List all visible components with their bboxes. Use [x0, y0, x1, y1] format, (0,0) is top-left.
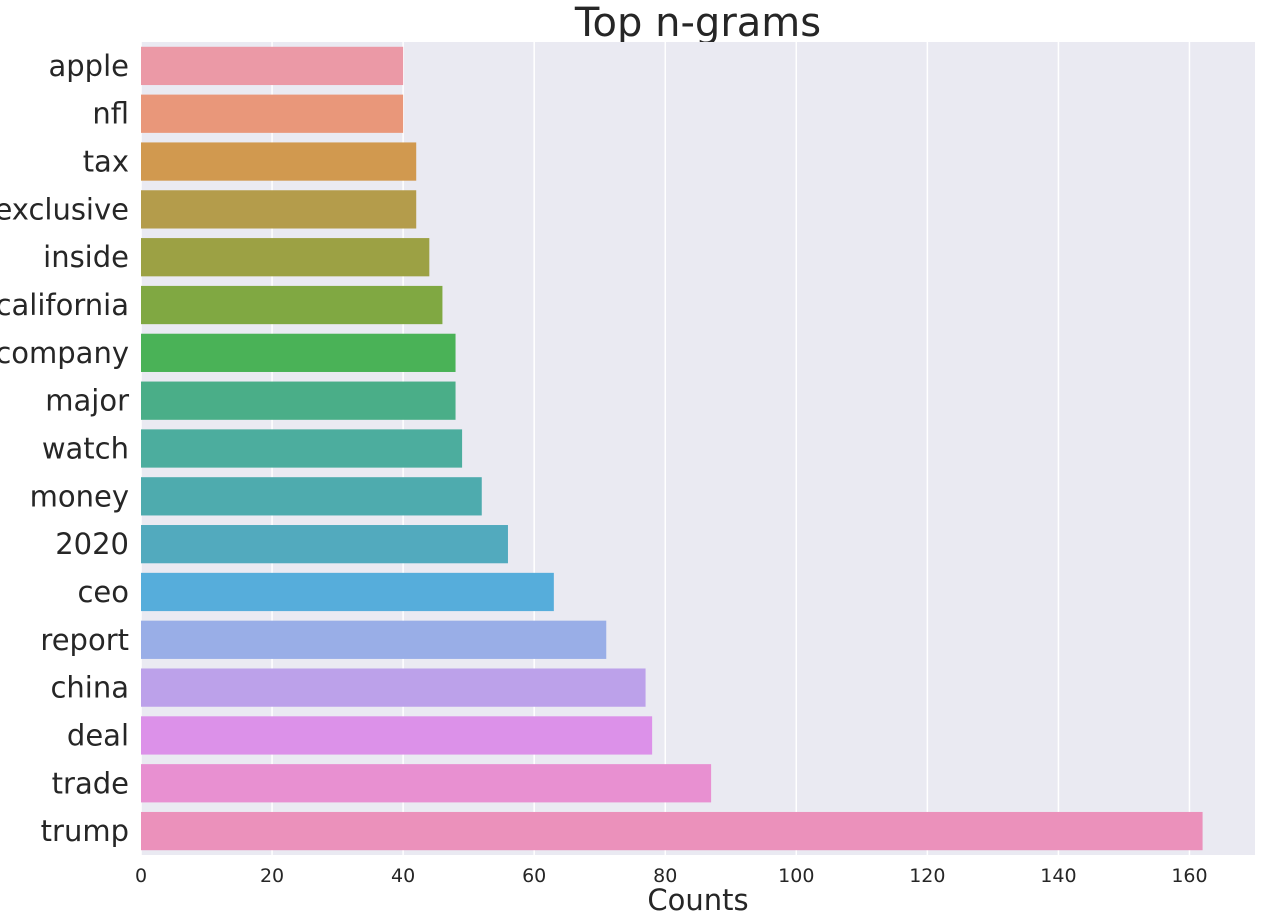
- bar-watch: [141, 429, 463, 468]
- bar-ceo: [141, 572, 554, 612]
- category-label-nfl: nfl: [92, 97, 129, 131]
- x-tick-label: 80: [653, 865, 677, 887]
- x-tick-label: 120: [909, 865, 945, 887]
- bar-report: [141, 620, 607, 659]
- x-tick-label: 20: [260, 865, 284, 887]
- category-label-apple: apple: [49, 49, 130, 83]
- bar-exclusive: [141, 190, 417, 229]
- bars: [141, 46, 1203, 851]
- category-label-deal: deal: [67, 718, 129, 752]
- category-label-trade: trade: [52, 766, 129, 800]
- category-label-ceo: ceo: [77, 575, 129, 609]
- bar-nfl: [141, 94, 404, 133]
- category-label-report: report: [40, 623, 129, 657]
- category-label-inside: inside: [43, 240, 129, 274]
- x-tick-label: 0: [135, 865, 147, 887]
- category-label-exclusive: exclusive: [0, 192, 129, 226]
- category-label-china: china: [50, 671, 129, 705]
- x-tick-label: 60: [522, 865, 546, 887]
- category-label-money: money: [30, 479, 129, 513]
- bar-trump: [141, 811, 1203, 851]
- bar-tax: [141, 142, 417, 181]
- bar-2020: [141, 525, 508, 564]
- bar-money: [141, 477, 482, 516]
- category-labels: apple nfl tax exclusive inside california comp…: [0, 49, 129, 848]
- x-tick-label: 100: [778, 865, 814, 887]
- category-label-major: major: [45, 384, 129, 418]
- category-label-watch: watch: [42, 432, 129, 466]
- category-label-tax: tax: [83, 145, 129, 179]
- bar-deal: [141, 716, 653, 755]
- bar-company: [141, 333, 456, 372]
- chart-title: Top n-grams: [574, 0, 821, 46]
- bar-inside: [141, 238, 430, 277]
- x-tick-labels: 0 20 40 60 80 100 120 140 160: [135, 865, 1208, 887]
- category-label-2020: 2020: [55, 527, 129, 561]
- x-axis-label: Counts: [647, 883, 748, 917]
- category-label-company: company: [0, 336, 129, 370]
- category-label-california: california: [0, 288, 129, 322]
- bar-china: [141, 668, 646, 707]
- x-tick-label: 160: [1171, 865, 1207, 887]
- bar-california: [141, 285, 443, 325]
- category-label-trump: trump: [41, 814, 129, 848]
- x-tick-label: 40: [391, 865, 415, 887]
- bar-apple: [141, 46, 404, 86]
- bar-trade: [141, 764, 712, 803]
- x-tick-label: 140: [1040, 865, 1076, 887]
- bar-major: [141, 381, 456, 420]
